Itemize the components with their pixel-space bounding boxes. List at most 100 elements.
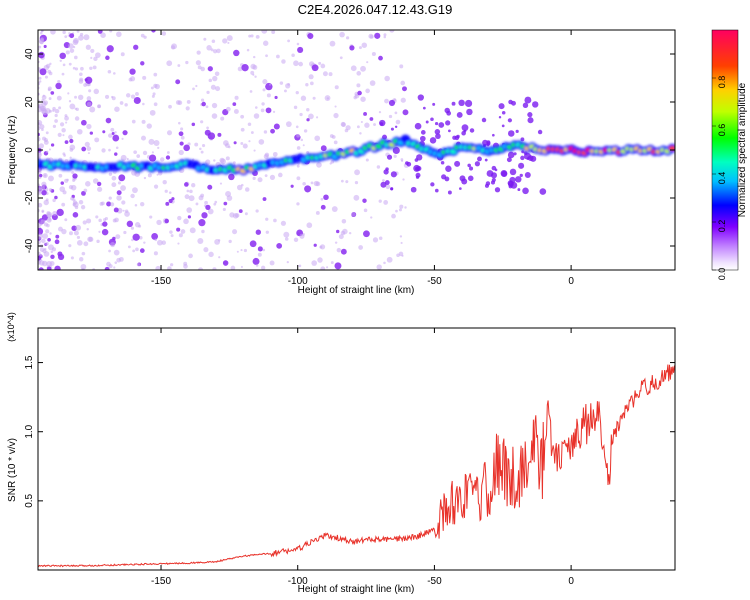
spectrogram-noise-dot <box>111 182 117 188</box>
spectrogram-noise-dot <box>313 243 317 247</box>
spectrogram-noise-dot <box>114 152 118 156</box>
spectrogram-noise-dot <box>359 132 362 135</box>
spectrogram-noise-dot <box>261 30 268 34</box>
spectrogram-noise-dot <box>186 207 193 213</box>
spectrogram-noise-dot <box>284 237 289 241</box>
spectrogram-noise-dot <box>219 182 223 185</box>
snr-y-tick-label: 1.0 <box>24 424 35 438</box>
spectrogram-noise-dot <box>320 266 326 270</box>
spectrogram-noise-dot <box>228 239 232 244</box>
spectrogram-noise-dot <box>117 181 121 185</box>
spectrogram-noise-dot <box>263 130 268 134</box>
spectrogram-noise-dot <box>362 198 367 203</box>
spectrogram-noise-dot <box>72 66 76 70</box>
spectrogram-noise-dot <box>262 79 268 85</box>
spectrogram-noise-dot <box>361 42 368 48</box>
spectrogram-noise-dot <box>195 84 198 88</box>
spectrogram-noise-dot <box>363 112 367 116</box>
spectrogram-noise-dot <box>366 61 369 64</box>
spectrogram-noise-dot <box>339 31 345 38</box>
spectrogram-noise-dot <box>222 207 226 212</box>
spectrogram-noise-dot <box>140 33 145 38</box>
spectrogram-noise-dot <box>177 215 182 221</box>
spectrogram-noise-dot <box>72 212 79 218</box>
spectrogram-noise-dot <box>120 52 125 57</box>
spectrogram-noise-dot <box>52 124 57 128</box>
spectrogram-noise-dot <box>58 106 62 110</box>
colorbar-tick-label: 0.4 <box>717 172 727 185</box>
spectrogram-noise-dot <box>195 60 201 66</box>
spectrogram-noise-dot <box>73 37 79 44</box>
spectrogram-noise-dot <box>291 53 295 57</box>
spectrogram-noise-dot <box>180 135 185 140</box>
spectrogram-noise-dot <box>78 79 84 84</box>
spectrogram-scatter-dot <box>451 101 456 106</box>
spectrogram-noise-dot <box>81 119 87 126</box>
spectrogram-noise-dot <box>108 196 112 200</box>
spectrogram-noise-dot <box>206 45 212 51</box>
spectrogram-scatter-dot <box>474 161 480 167</box>
spectrogram-scatter-dot <box>417 94 424 101</box>
spectrogram-noise-dot <box>55 82 62 90</box>
spectrogram-noise-dot <box>167 266 172 270</box>
spectrogram-noise-dot <box>160 157 165 162</box>
spectrogram-noise-dot <box>41 189 47 196</box>
spectrogram-noise-dot <box>187 142 191 146</box>
spectrogram-noise-dot <box>164 189 168 193</box>
spectrogram-noise-dot <box>149 109 156 116</box>
spectrogram-noise-dot <box>54 239 60 245</box>
spectrogram-scatter-dot <box>515 129 519 133</box>
spectrogram-noise-dot <box>211 113 218 119</box>
spectrogram-noise-dot <box>131 238 134 242</box>
spectrogram-noise-dot <box>215 86 221 92</box>
spectrogram-noise-dot <box>50 250 54 254</box>
spectrogram-noise-dot <box>340 179 344 183</box>
spectrogram-noise-dot <box>296 164 300 168</box>
spectrogram-noise-dot <box>86 228 89 231</box>
spectrogram-noise-dot <box>354 180 359 185</box>
spectrogram-noise-dot <box>200 66 205 72</box>
spectrogram-noise-dot <box>333 112 339 119</box>
spectrogram-noise-dot <box>57 253 65 261</box>
spectrogram-noise-dot <box>127 245 131 249</box>
spectrogram-scatter-dot <box>390 171 397 178</box>
spectrogram-noise-dot <box>112 134 120 142</box>
spectrogram-noise-dot <box>363 230 370 238</box>
spectrogram-noise-dot <box>199 147 202 151</box>
spectrogram-noise-dot <box>214 239 220 245</box>
spectrogram-noise-dot <box>201 143 206 148</box>
spectrogram-noise-dot <box>129 68 136 75</box>
spectrogram-noise-dot <box>38 51 45 59</box>
spectrogram-noise-dot <box>39 253 43 257</box>
spectrogram-noise-dot <box>298 264 302 268</box>
colorbar-tick-label: 0.8 <box>717 76 727 89</box>
spectrogram-noise-dot <box>382 179 385 182</box>
spectrogram-noise-dot <box>240 249 243 252</box>
spectrogram-noise-dot <box>45 241 49 246</box>
spectrogram-noise-dot <box>323 194 329 201</box>
spectrogram-noise-dot <box>233 49 240 57</box>
spectrogram-scatter-dot <box>430 117 434 122</box>
spectrogram-noise-dot <box>241 64 249 72</box>
spectrogram-noise-dot <box>153 251 158 256</box>
spectrogram-noise-dot <box>217 132 222 137</box>
spectrogram-noise-dot <box>227 41 230 44</box>
spectrogram-noise-dot <box>119 101 124 105</box>
spectrogram-noise-dot <box>101 148 106 153</box>
spectrogram-noise-dot <box>402 86 407 92</box>
spectrogram-noise-dot <box>50 254 55 260</box>
spectrogram-noise-dot <box>351 212 356 217</box>
spectrogram-noise-dot <box>66 178 69 182</box>
spectrogram-noise-dot <box>296 133 301 138</box>
spectrogram-noise-dot <box>247 122 252 126</box>
spectrogram-noise-dot <box>46 266 52 270</box>
spectrogram-scatter-dot <box>484 158 488 162</box>
spectrogram-scatter-dot <box>415 172 421 178</box>
spectrogram-noise-dot <box>360 120 363 124</box>
spectrogram-scatter-dot <box>507 181 514 188</box>
spectrogram-noise-dot <box>108 249 111 253</box>
spectrogram-noise-dot <box>108 133 113 138</box>
spectrogram-noise-dot <box>85 181 91 187</box>
spectrogram-scatter-dot <box>425 120 429 124</box>
spectrogram-noise-dot <box>78 35 84 41</box>
